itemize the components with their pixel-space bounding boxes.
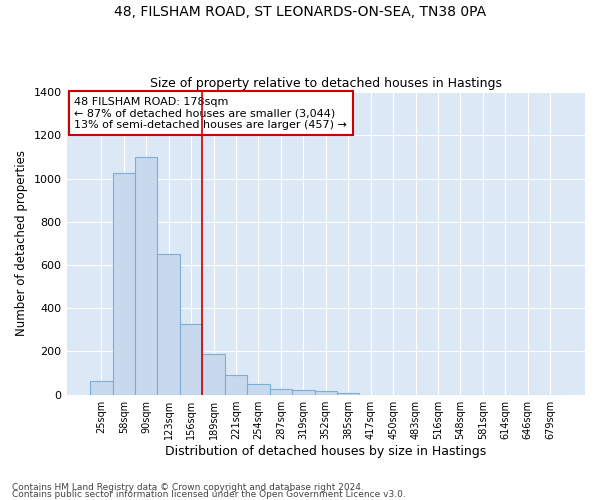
Y-axis label: Number of detached properties: Number of detached properties bbox=[15, 150, 28, 336]
Bar bbox=[269, 390, 292, 394]
Text: Contains HM Land Registry data © Crown copyright and database right 2024.: Contains HM Land Registry data © Crown c… bbox=[12, 484, 364, 492]
Bar bbox=[314, 392, 337, 394]
Bar bbox=[90, 380, 113, 394]
Bar bbox=[337, 392, 359, 394]
Bar bbox=[225, 376, 247, 394]
Title: Size of property relative to detached houses in Hastings: Size of property relative to detached ho… bbox=[150, 76, 502, 90]
Bar bbox=[180, 324, 202, 394]
Bar bbox=[292, 390, 314, 394]
Text: Contains public sector information licensed under the Open Government Licence v3: Contains public sector information licen… bbox=[12, 490, 406, 499]
Bar bbox=[247, 384, 269, 394]
Text: 48 FILSHAM ROAD: 178sqm
← 87% of detached houses are smaller (3,044)
13% of semi: 48 FILSHAM ROAD: 178sqm ← 87% of detache… bbox=[74, 96, 347, 130]
Text: 48, FILSHAM ROAD, ST LEONARDS-ON-SEA, TN38 0PA: 48, FILSHAM ROAD, ST LEONARDS-ON-SEA, TN… bbox=[114, 5, 486, 19]
Bar bbox=[157, 254, 180, 394]
Bar bbox=[202, 354, 225, 395]
Bar bbox=[113, 173, 135, 394]
Bar bbox=[135, 157, 157, 394]
X-axis label: Distribution of detached houses by size in Hastings: Distribution of detached houses by size … bbox=[165, 444, 487, 458]
